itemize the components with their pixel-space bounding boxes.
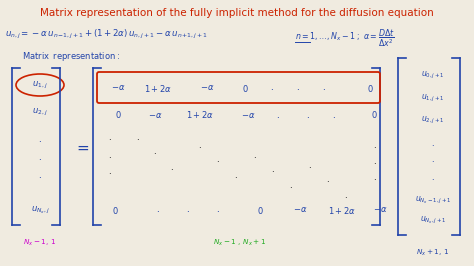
Text: $\cdot$: $\cdot$	[170, 163, 174, 172]
Text: $\mathrm{Matrix\;\;representation:}$: $\mathrm{Matrix\;\;representation:}$	[22, 50, 120, 63]
Text: $\cdot$: $\cdot$	[108, 151, 112, 160]
Text: $-\alpha$: $-\alpha$	[241, 110, 255, 119]
Text: $\cdot$: $\cdot$	[431, 156, 435, 164]
Text: $\cdot$: $\cdot$	[136, 134, 140, 143]
Text: $N_x-1\;,\;N_x+1$: $N_x-1\;,\;N_x+1$	[213, 238, 267, 248]
Text: $u_{2,j+1}$: $u_{2,j+1}$	[421, 114, 445, 126]
Text: $\cdot$: $\cdot$	[216, 156, 220, 164]
Text: $\cdot$: $\cdot$	[270, 84, 274, 93]
Text: $-\alpha$: $-\alpha$	[200, 84, 214, 93]
Text: $\cdot$: $\cdot$	[253, 151, 257, 160]
Text: $\cdot$: $\cdot$	[38, 172, 42, 181]
Text: $0$: $0$	[115, 110, 121, 120]
Text: $1+2\alpha$: $1+2\alpha$	[144, 82, 172, 94]
Text: $0$: $0$	[371, 110, 377, 120]
Text: $\cdot$: $\cdot$	[186, 206, 190, 214]
Text: $u_{n,j} = -\alpha\, u_{n\!-\!1,j+1} + (1+2\alpha)\, u_{n,j+1} - \alpha\, u_{n\!: $u_{n,j} = -\alpha\, u_{n\!-\!1,j+1} + (…	[5, 28, 208, 41]
Text: $0$: $0$	[256, 205, 264, 215]
Text: $u_{N_x,j+1}$: $u_{N_x,j+1}$	[419, 214, 447, 226]
Text: $u_{N_x,j}$: $u_{N_x,j}$	[30, 204, 49, 216]
Text: $\cdot$: $\cdot$	[156, 206, 160, 214]
Text: $\cdot$: $\cdot$	[344, 192, 348, 201]
Text: $0$: $0$	[112, 205, 118, 215]
Text: $u_{0,j+1}$: $u_{0,j+1}$	[421, 69, 445, 81]
Text: $N_x-1,\;1$: $N_x-1,\;1$	[23, 238, 57, 248]
Text: $1+2\alpha$: $1+2\alpha$	[186, 110, 214, 120]
Text: $\cdot$: $\cdot$	[431, 173, 435, 182]
Text: $=$: $=$	[74, 139, 90, 155]
Text: $\cdot$: $\cdot$	[271, 165, 275, 174]
Text: $-\alpha$: $-\alpha$	[111, 84, 125, 93]
Text: $\cdot$: $\cdot$	[308, 160, 312, 169]
Text: $u_{1,j}$: $u_{1,j}$	[32, 80, 48, 90]
Text: $\cdot$: $\cdot$	[332, 110, 336, 119]
Text: $u_{2,j}$: $u_{2,j}$	[32, 106, 48, 118]
Text: $0$: $0$	[367, 82, 374, 94]
Text: $\cdot$: $\cdot$	[306, 110, 310, 119]
Text: $\cdot$: $\cdot$	[373, 173, 377, 182]
Text: $\cdot$: $\cdot$	[108, 134, 112, 143]
Text: $n=1,\ldots,N_x-1\;;\;\alpha=\dfrac{D\Delta t}{\Delta x^2}$: $n=1,\ldots,N_x-1\;;\;\alpha=\dfrac{D\De…	[295, 27, 395, 49]
Text: $1+2\alpha$: $1+2\alpha$	[328, 205, 356, 215]
Text: $\cdot$: $\cdot$	[153, 148, 157, 156]
Text: $N_x+1,\;1$: $N_x+1,\;1$	[416, 248, 450, 258]
Text: $\cdot$: $\cdot$	[38, 153, 42, 163]
Text: $\cdot$: $\cdot$	[326, 176, 330, 185]
Text: $-\alpha$: $-\alpha$	[148, 110, 162, 119]
Text: $0$: $0$	[242, 82, 248, 94]
Text: $\cdot$: $\cdot$	[373, 157, 377, 167]
Text: $\cdot$: $\cdot$	[198, 140, 202, 149]
Text: $-\alpha$: $-\alpha$	[293, 206, 307, 214]
Text: $\cdot$: $\cdot$	[296, 84, 300, 93]
Text: $\cdot$: $\cdot$	[276, 110, 280, 119]
Text: $\cdot$: $\cdot$	[322, 84, 326, 93]
Text: $\cdot$: $\cdot$	[234, 171, 238, 180]
Text: $u_{N_x-1,j+1}$: $u_{N_x-1,j+1}$	[415, 194, 451, 206]
Text: $-\alpha$: $-\alpha$	[373, 206, 387, 214]
Text: Matrix representation of the fully implicit method for the diffusion equation: Matrix representation of the fully impli…	[40, 8, 434, 18]
Text: $\cdot$: $\cdot$	[289, 181, 293, 189]
Text: $\cdot$: $\cdot$	[431, 139, 435, 148]
Text: $\cdot$: $\cdot$	[38, 135, 42, 144]
Text: $\cdot$: $\cdot$	[108, 168, 112, 177]
Text: $\cdot$: $\cdot$	[373, 140, 377, 149]
Text: $\cdot$: $\cdot$	[216, 206, 220, 214]
Text: $u_{1,j+1}$: $u_{1,j+1}$	[421, 93, 445, 103]
